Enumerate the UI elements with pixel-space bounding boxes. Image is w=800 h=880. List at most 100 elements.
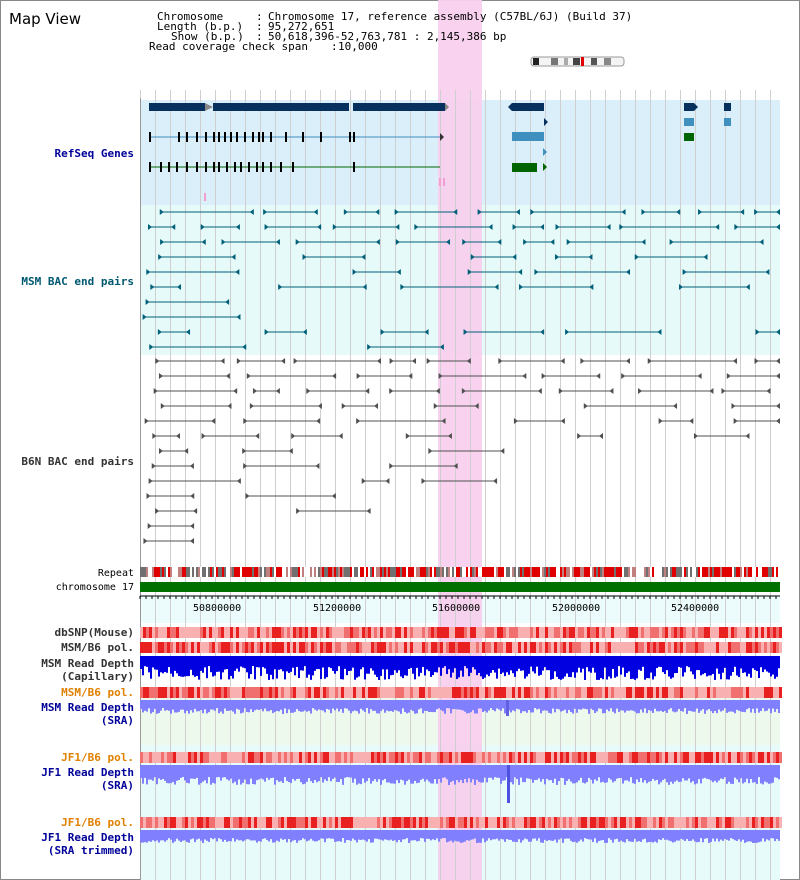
polymorphism-cell — [278, 642, 281, 653]
polymorphism-cell — [617, 627, 620, 638]
repeat-element — [658, 567, 660, 577]
depth-bar — [466, 765, 468, 783]
depth-bar — [530, 656, 532, 667]
bac-end — [555, 224, 560, 230]
depth-bar — [284, 830, 286, 840]
polymorphism-cell — [329, 752, 332, 763]
repeat-element — [610, 567, 612, 577]
polymorphism-cell — [473, 752, 476, 763]
polymorphism-cell — [269, 687, 272, 698]
depth-bar — [712, 700, 714, 714]
repeat-element — [404, 567, 406, 577]
depth-bar — [270, 765, 272, 779]
depth-bar — [538, 765, 540, 779]
bac-end — [227, 403, 232, 409]
polymorphism-cell — [653, 627, 656, 638]
depth-bar — [726, 656, 728, 680]
polymorphism-cell — [317, 687, 320, 698]
depth-bar — [276, 656, 278, 679]
repeat-element — [748, 567, 750, 577]
polymorphism-cell — [257, 627, 260, 638]
track-label-dbsnp[interactable]: dbSNP(Mouse) — [54, 626, 134, 639]
track-label-b6n-bac[interactable]: B6N BAC end pairs — [21, 455, 134, 468]
track-label-msm-b6-pol-2[interactable]: MSM/B6 pol. — [61, 686, 134, 699]
bac-end — [755, 329, 760, 335]
polymorphism-cell — [491, 752, 494, 763]
polymorphism-cell — [656, 687, 659, 698]
polymorphism-cell — [662, 627, 665, 638]
polymorphism-cell — [299, 817, 302, 828]
depth-bar — [266, 700, 268, 712]
depth-bar — [370, 700, 372, 710]
polymorphism-cell — [152, 642, 155, 653]
depth-bar — [730, 830, 732, 839]
depth-bar — [720, 830, 722, 840]
depth-bar — [236, 765, 238, 785]
depth-bar — [772, 700, 774, 709]
repeat-element — [220, 567, 222, 577]
depth-bar — [282, 765, 284, 783]
depth-bar — [598, 830, 600, 842]
track-label-jf1-b6-pol-2[interactable]: JF1/B6 pol. — [61, 816, 134, 829]
depth-bar — [234, 830, 236, 842]
track-label-msm-bac[interactable]: MSM BAC end pairs — [21, 275, 134, 288]
track-label-jf1-b6-pol-1[interactable]: JF1/B6 pol. — [61, 751, 134, 764]
depth-bar — [736, 656, 738, 676]
depth-bar — [606, 656, 608, 680]
depth-bar — [246, 656, 248, 673]
exon — [168, 162, 170, 172]
depth-bar — [190, 830, 192, 840]
depth-bar — [372, 700, 374, 711]
depth-bar — [468, 830, 470, 841]
polymorphism-cell — [719, 687, 722, 698]
repeat-element — [772, 567, 774, 577]
track-label-msm-b6-pol-1[interactable]: MSM/B6 pol. — [61, 641, 134, 654]
depth-bar — [686, 700, 688, 714]
polymorphism-cell — [293, 687, 296, 698]
depth-bar — [204, 765, 206, 781]
polymorphism-cell — [410, 627, 413, 638]
polymorphism-cell — [593, 752, 596, 763]
gene-feature — [353, 103, 445, 111]
depth-bar — [428, 830, 430, 839]
depth-bar — [564, 700, 566, 710]
polymorphism-cell — [692, 627, 695, 638]
repeat-element — [568, 567, 570, 577]
polymorphism-cell — [518, 642, 521, 653]
polymorphism-cell — [617, 752, 620, 763]
track-label-refseq-genes[interactable]: RefSeq Genes — [54, 147, 134, 160]
depth-bar — [722, 700, 724, 711]
polymorphism-cell — [158, 752, 161, 763]
depth-bar — [236, 830, 238, 840]
polymorphism-cell — [209, 687, 212, 698]
track-label-jf1-depth-trimmed[interactable]: JF1 Read Depth — [41, 831, 134, 844]
polymorphism-cell — [224, 642, 227, 653]
track-label-msm-depth-capillary[interactable]: MSM Read Depth — [41, 657, 134, 670]
depth-bar — [502, 700, 504, 709]
polymorphism-cell — [737, 687, 740, 698]
depth-bar — [672, 656, 674, 678]
polymorphism-cell — [620, 642, 623, 653]
polymorphism-cell — [338, 627, 341, 638]
polymorphism-cell — [194, 752, 197, 763]
depth-bar — [434, 830, 436, 841]
depth-bar — [184, 765, 186, 781]
depth-bar — [292, 700, 294, 713]
depth-bar — [456, 700, 458, 710]
polymorphism-cell — [314, 752, 317, 763]
depth-bar — [150, 656, 152, 679]
depth-bar — [490, 656, 492, 673]
depth-bar — [470, 830, 472, 840]
depth-bar — [480, 765, 482, 783]
depth-bar — [338, 656, 340, 667]
track-label-msm-depth-sra[interactable]: MSM Read Depth — [41, 701, 134, 714]
track-label-jf1-depth-sra[interactable]: JF1 Read Depth — [41, 766, 134, 779]
repeat-element — [146, 567, 148, 577]
bac-end — [621, 373, 626, 379]
polymorphism-cell — [560, 687, 563, 698]
polymorphism-cell — [464, 817, 467, 828]
polymorphism-cell — [650, 642, 653, 653]
repeat-element — [210, 567, 212, 577]
chromosome-ideogram[interactable] — [529, 52, 626, 67]
